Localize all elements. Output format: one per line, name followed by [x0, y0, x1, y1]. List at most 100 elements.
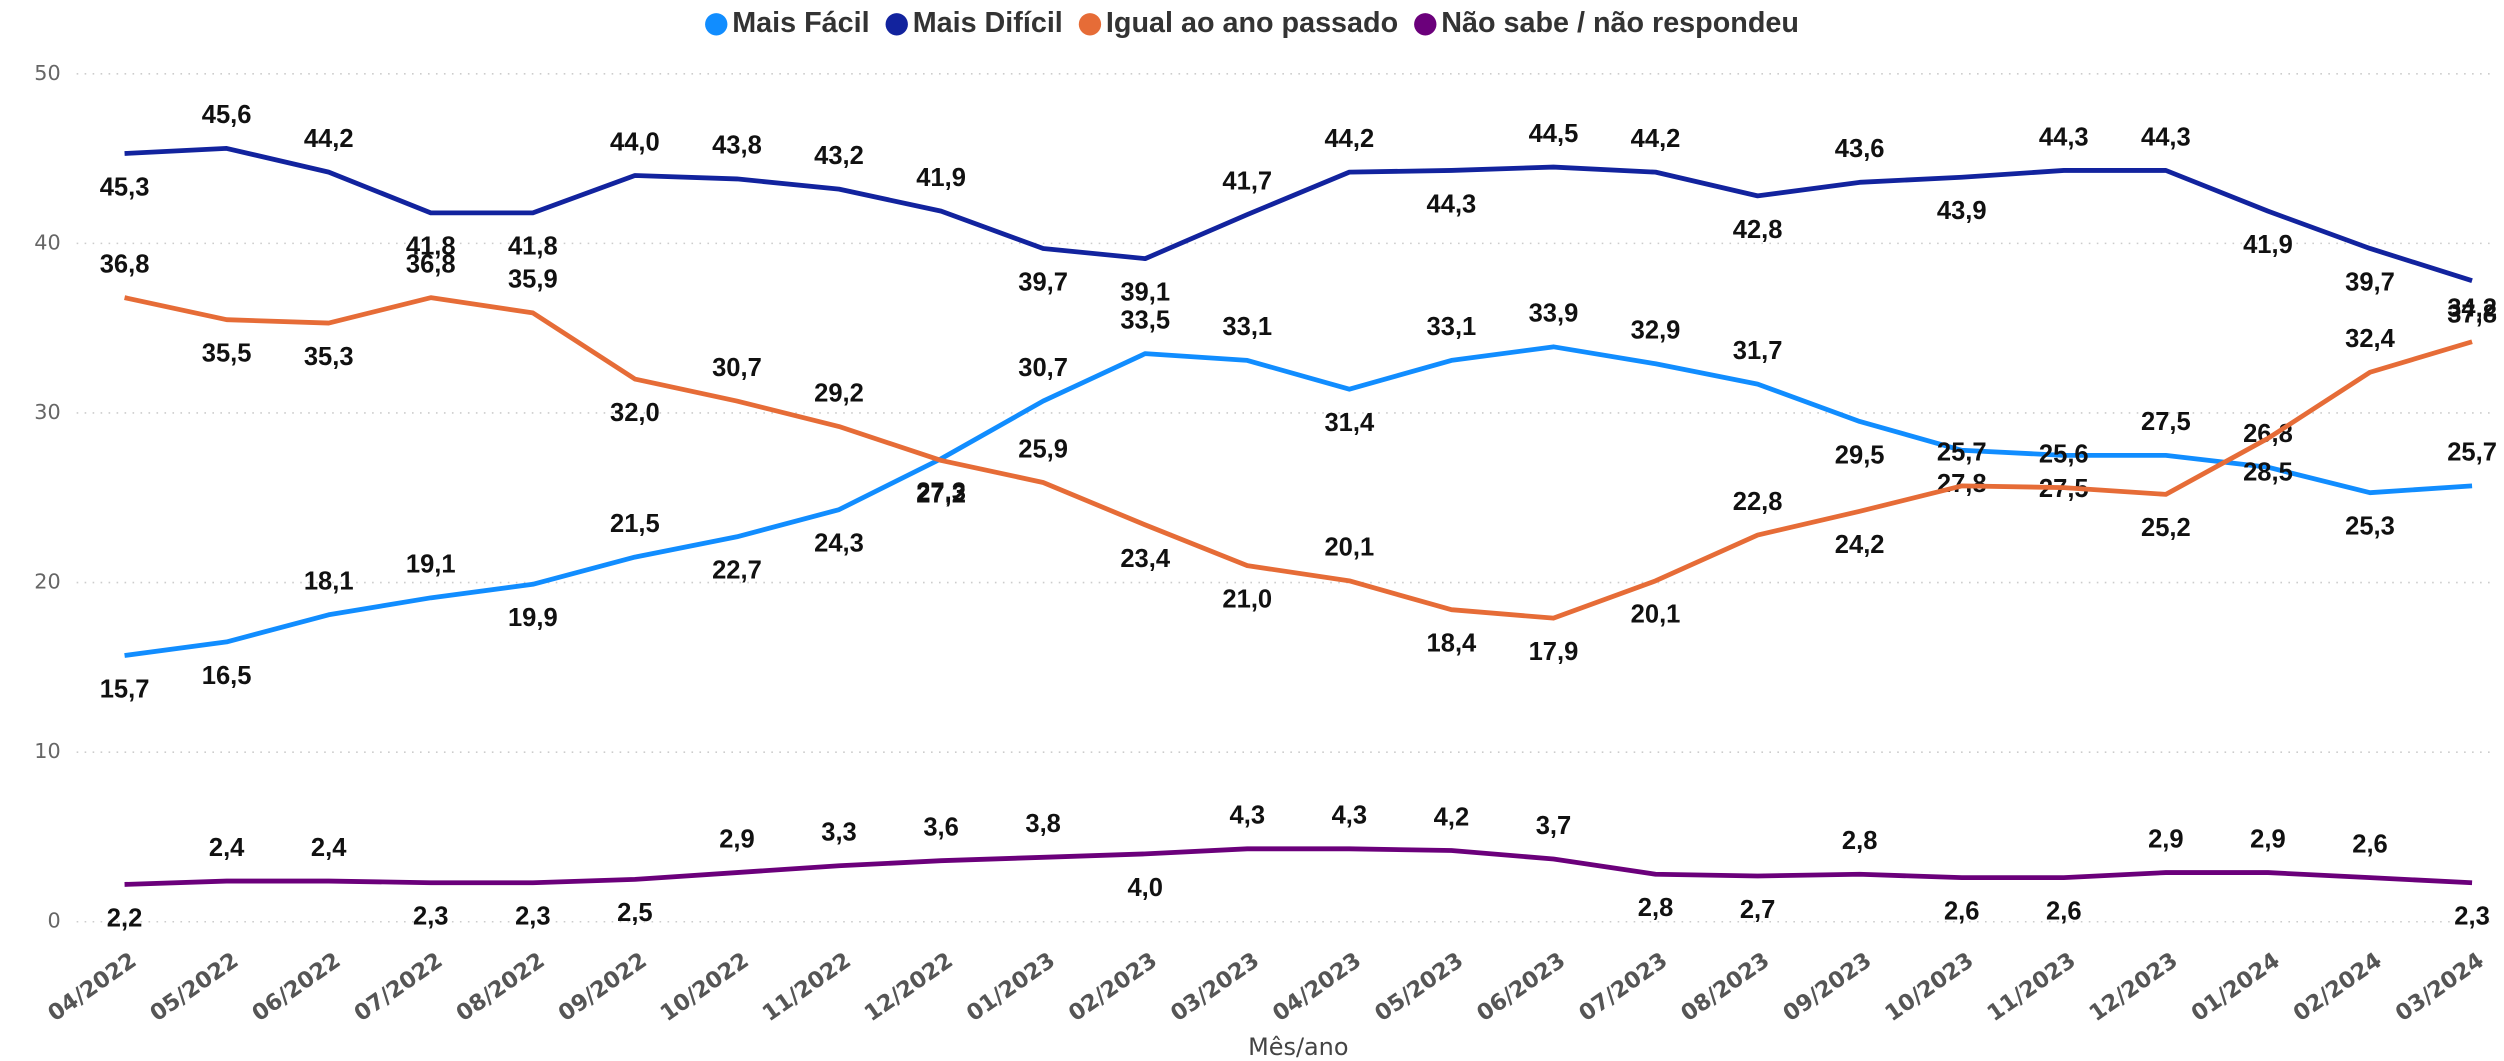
data-label: 44,3 — [1427, 190, 1477, 218]
data-label: 30,7 — [1018, 354, 1068, 382]
legend-label: Mais Difícil — [913, 7, 1063, 39]
data-label: 41,8 — [406, 233, 456, 261]
data-label: 3,3 — [821, 819, 857, 847]
data-label: 33,1 — [1222, 313, 1272, 341]
x-tick-label: 01/2024 — [2187, 947, 2285, 1026]
x-tick-label: 02/2024 — [2289, 947, 2387, 1026]
data-label: 2,9 — [2250, 825, 2286, 853]
data-label: 26,8 — [2243, 420, 2293, 448]
x-tick-label: 05/2023 — [1370, 947, 1468, 1026]
x-tick-label: 12/2022 — [860, 947, 958, 1026]
data-label: 33,1 — [1427, 313, 1477, 341]
data-label: 3,7 — [1536, 812, 1572, 840]
data-label: 30,7 — [712, 354, 762, 382]
data-label: 36,8 — [100, 250, 150, 278]
x-tick-label: 05/2022 — [145, 947, 243, 1026]
data-label: 27,5 — [2141, 408, 2191, 436]
data-label: 36,8 — [406, 250, 456, 278]
x-tick-label: 02/2023 — [1064, 947, 1162, 1026]
x-tick-label: 08/2023 — [1676, 947, 1774, 1026]
x-tick-label: 06/2023 — [1472, 947, 1570, 1026]
data-label: 24,2 — [1835, 531, 1885, 559]
data-label: 43,8 — [712, 132, 762, 160]
data-label: 25,7 — [1937, 439, 1987, 467]
data-label: 42,8 — [1733, 216, 1783, 244]
data-label: 33,5 — [1120, 306, 1170, 334]
series-line — [124, 295, 2473, 621]
data-label: 17,9 — [1529, 638, 1579, 666]
data-label: 21,0 — [1222, 585, 1272, 613]
data-label: 41,7 — [1222, 167, 1272, 195]
data-label: 29,2 — [814, 379, 864, 407]
y-tick-label: 20 — [34, 570, 60, 594]
data-label: 22,8 — [1733, 488, 1783, 516]
data-label: 2,4 — [209, 834, 245, 862]
data-label: 4,3 — [1230, 802, 1266, 830]
y-tick-label: 0 — [47, 909, 60, 933]
data-label: 2,5 — [617, 899, 653, 927]
data-label: 39,7 — [2345, 268, 2395, 296]
series-line — [124, 846, 2473, 887]
x-tick-label: 04/2022 — [43, 947, 141, 1026]
data-label: 3,8 — [1025, 810, 1061, 838]
data-label: 41,9 — [916, 164, 966, 192]
data-label: 2,4 — [311, 834, 347, 862]
series-line — [124, 344, 2473, 658]
series-line — [124, 146, 2473, 283]
data-label: 16,5 — [202, 662, 252, 690]
data-label: 39,1 — [1120, 279, 1170, 307]
data-label: 29,5 — [1835, 441, 1885, 469]
data-label: 4,2 — [1434, 803, 1470, 831]
data-label: 2,6 — [2352, 830, 2388, 858]
y-tick-label: 40 — [34, 230, 60, 254]
legend-label: Igual ao ano passado — [1106, 7, 1398, 39]
data-label: 44,3 — [2039, 123, 2089, 151]
data-label: 35,5 — [202, 340, 252, 368]
data-label: 2,3 — [515, 903, 551, 931]
data-label: 44,2 — [304, 125, 354, 153]
data-label: 39,7 — [1018, 268, 1068, 296]
data-label: 27,3 — [916, 479, 966, 507]
data-label: 32,9 — [1631, 317, 1681, 345]
x-tick-label: 03/2023 — [1166, 947, 1264, 1026]
data-label: 25,6 — [2039, 440, 2089, 468]
data-label: 2,3 — [2454, 903, 2490, 931]
data-label: 43,6 — [1835, 135, 1885, 163]
data-label: 43,9 — [1937, 197, 1987, 225]
legend-marker — [885, 13, 908, 36]
data-label: 33,9 — [1529, 300, 1579, 328]
x-tick-label: 09/2022 — [554, 947, 652, 1026]
x-tick-label: 10/2022 — [656, 947, 754, 1026]
x-tick-label: 11/2022 — [758, 947, 856, 1026]
data-label: 2,3 — [413, 903, 449, 931]
data-label: 21,5 — [610, 510, 660, 538]
data-label: 24,3 — [814, 530, 864, 558]
data-label: 2,9 — [719, 825, 755, 853]
y-tick-label: 30 — [34, 400, 60, 424]
x-tick-label: 11/2023 — [1983, 947, 2081, 1026]
data-label: 32,4 — [2345, 325, 2396, 353]
x-axis-title: Mês/ano — [1248, 1033, 1348, 1061]
data-label: 2,6 — [1944, 898, 1980, 926]
data-label: 44,5 — [1529, 120, 1579, 148]
data-label: 35,9 — [508, 266, 558, 294]
data-label: 31,4 — [1324, 409, 1375, 437]
data-label: 27,2 — [916, 480, 966, 508]
x-tick-label: 01/2023 — [962, 947, 1060, 1026]
x-tick-label: 10/2023 — [1880, 947, 1978, 1026]
data-label: 25,7 — [2447, 439, 2497, 467]
x-tick-label: 12/2023 — [2085, 947, 2183, 1026]
data-label: 18,4 — [1427, 630, 1478, 658]
x-tick-label: 04/2023 — [1268, 947, 1366, 1026]
data-label: 43,2 — [814, 142, 864, 170]
data-label: 37,8 — [2447, 301, 2497, 329]
legend-marker — [705, 13, 728, 36]
data-label: 2,6 — [2046, 898, 2082, 926]
data-label: 25,2 — [2141, 514, 2191, 542]
legend-label: Mais Fácil — [732, 7, 869, 39]
data-label: 28,5 — [2243, 458, 2293, 486]
data-label: 25,3 — [2345, 513, 2395, 541]
legend-marker — [1078, 13, 1102, 36]
